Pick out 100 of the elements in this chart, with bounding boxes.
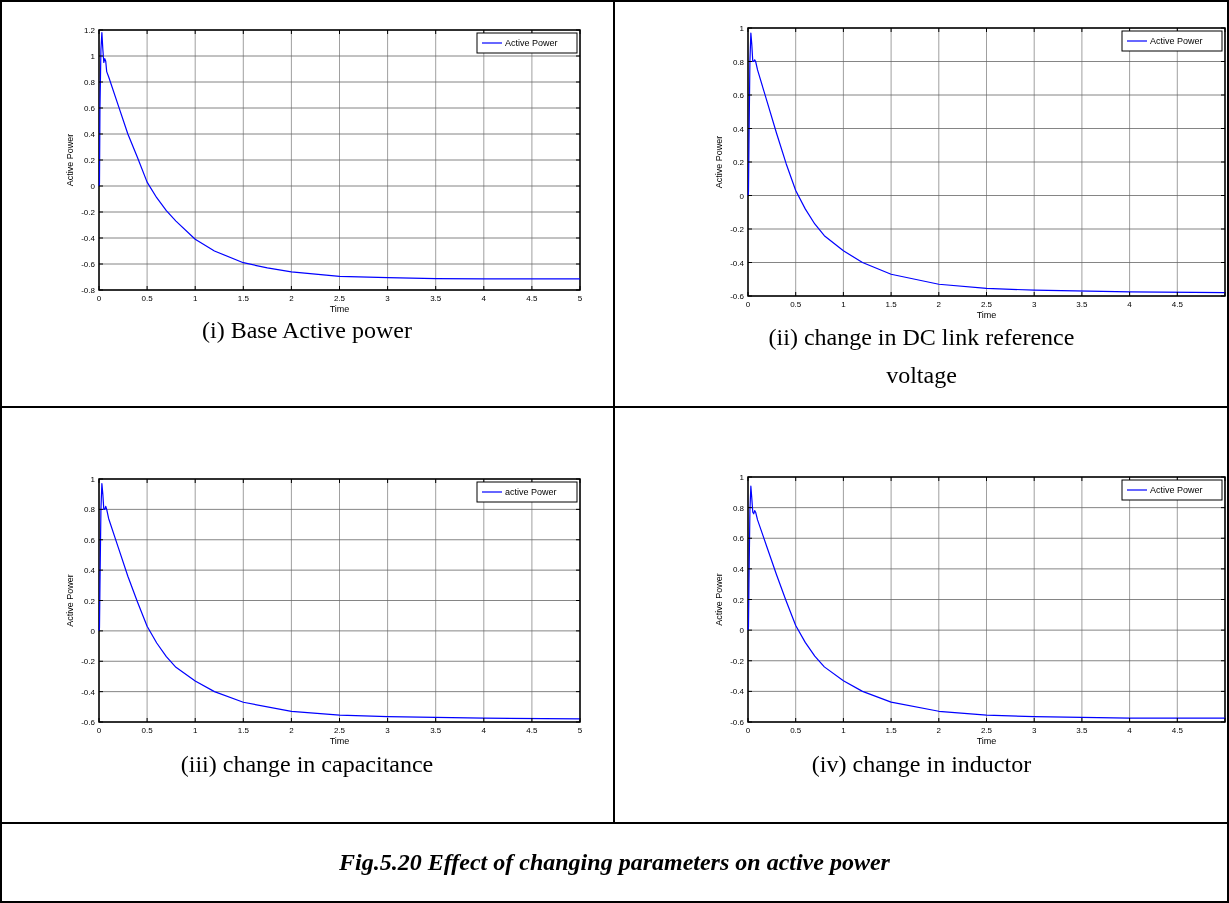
x-tick-label: 1	[192, 726, 198, 735]
x-tick-label: 2.5	[333, 726, 346, 735]
x-tick-label: 3	[385, 726, 391, 735]
line-series	[747, 32, 1226, 294]
y-tick-label: 1.2	[83, 26, 96, 35]
x-tick-label: 0.5	[141, 294, 154, 303]
x-axis-title: Time	[976, 310, 997, 320]
x-tick-label: 2.5	[333, 294, 346, 303]
x-axis-title: Time	[329, 736, 350, 746]
x-tick-label: 4	[1127, 300, 1133, 309]
y-tick-label: -0.4	[730, 687, 745, 697]
y-tick-label: -0.2	[81, 208, 96, 217]
x-axis-title: Time	[329, 304, 350, 314]
legend-label: Active Power	[505, 38, 558, 48]
y-tick-label: 0.8	[732, 503, 745, 513]
y-tick-label: 0.6	[732, 534, 745, 544]
y-tick-label: 0.4	[83, 130, 96, 139]
y-tick-label: 0.4	[732, 564, 745, 574]
text: (iii) change in capacitance	[180, 751, 434, 777]
line-series	[98, 32, 581, 280]
x-tick-label: 1	[192, 294, 198, 303]
x-tick-label: 1.5	[237, 294, 250, 303]
x-tick-label: 4	[481, 726, 487, 735]
x-tick-label: 2	[289, 294, 295, 303]
x-tick-label: 0.5	[141, 726, 154, 735]
x-tick-label: 1.5	[885, 726, 898, 735]
x-tick-label: 1.5	[885, 300, 898, 309]
x-tick-label: 4.5	[526, 294, 539, 303]
y-tick-label: 1	[90, 52, 96, 61]
x-tick-label: 3.5	[1076, 300, 1089, 309]
y-tick-label: -0.2	[81, 657, 96, 667]
x-tick-label: 1.5	[237, 726, 250, 735]
y-tick-label: -0.4	[81, 687, 96, 697]
text: (i) Base Active power	[202, 317, 412, 343]
y-tick-label: 0.6	[732, 91, 745, 100]
y-tick-label: -0.6	[730, 718, 745, 727]
y-tick-label: 0.4	[83, 566, 96, 576]
legend-label: active Power	[505, 487, 557, 497]
x-tick-label: 3	[385, 294, 391, 303]
y-tick-label: -0.2	[730, 656, 745, 666]
y-tick-label: -0.2	[730, 225, 745, 234]
y-tick-label: 0.2	[732, 158, 745, 167]
y-tick-label: 0.2	[732, 595, 745, 605]
y-tick-label: 0.2	[83, 156, 96, 165]
y-tick-label: 0.4	[732, 124, 745, 134]
x-tick-label: 4.5	[1171, 300, 1184, 309]
y-tick-label: -0.4	[730, 258, 745, 268]
x-tick-label: 2	[936, 300, 942, 309]
y-tick-label: 1	[90, 475, 96, 484]
y-axis-title: Active Power	[65, 574, 75, 627]
line-series	[747, 485, 1226, 719]
y-tick-label: 0.8	[83, 78, 96, 87]
legend-label: Active Power	[1150, 36, 1203, 46]
y-tick-label: 1	[739, 473, 745, 482]
caption: Fig.5.20 Effect of changing parameters on active power	[338, 849, 891, 875]
x-tick-label: 2.5	[980, 726, 993, 735]
line-series	[98, 482, 581, 720]
x-tick-label: 3.5	[1076, 726, 1089, 735]
y-tick-label: 0	[739, 191, 745, 201]
y-tick-label: 0.8	[732, 57, 745, 67]
y-tick-label: 0.2	[83, 596, 96, 606]
x-tick-label: 0	[745, 726, 751, 735]
y-tick-label: 0.8	[83, 505, 96, 515]
x-tick-label: 3	[1031, 726, 1037, 735]
y-axis-title: Active Power	[714, 135, 724, 189]
text: (ii) change in DC link reference voltage	[768, 324, 1075, 388]
y-tick-label: 0.6	[83, 535, 96, 545]
x-tick-label: 3.5	[430, 726, 442, 735]
y-tick-label: -0.6	[81, 718, 96, 727]
x-tick-label: 1	[841, 726, 847, 735]
x-tick-label: 0	[96, 294, 102, 303]
y-tick-label: 0	[739, 626, 745, 636]
y-tick-label: -0.6	[730, 292, 745, 301]
x-tick-label: 0	[96, 726, 102, 735]
x-tick-label: 5	[577, 726, 583, 735]
x-tick-label: 4	[1127, 726, 1133, 735]
legend-label: Active Power	[1150, 485, 1203, 495]
y-tick-label: -0.8	[81, 286, 96, 295]
y-tick-label: 0	[90, 182, 96, 191]
x-tick-label: 0.5	[790, 726, 802, 735]
x-tick-label: 3.5	[430, 294, 442, 303]
y-axis-title: Active Power	[714, 573, 724, 626]
x-tick-label: 4	[481, 294, 487, 303]
y-tick-label: 0.6	[83, 104, 96, 113]
x-tick-label: 3	[1031, 300, 1037, 309]
y-tick-label: 0	[90, 626, 96, 636]
text: (iv) change in inductor	[811, 751, 1032, 777]
x-tick-label: 1	[841, 300, 847, 309]
x-tick-label: 4.5	[1171, 726, 1184, 735]
y-tick-label: -0.4	[81, 234, 96, 243]
x-tick-label: 0	[745, 300, 751, 309]
x-tick-label: 0.5	[790, 300, 802, 309]
y-tick-label: 1	[739, 24, 745, 33]
x-tick-label: 4.5	[526, 726, 539, 735]
x-tick-label: 5	[577, 294, 583, 303]
x-axis-title: Time	[976, 736, 997, 746]
x-tick-label: 2	[936, 726, 942, 735]
y-tick-label: -0.6	[81, 260, 96, 269]
x-tick-label: 2.5	[980, 300, 993, 309]
y-axis-title: Active Power	[65, 133, 75, 187]
